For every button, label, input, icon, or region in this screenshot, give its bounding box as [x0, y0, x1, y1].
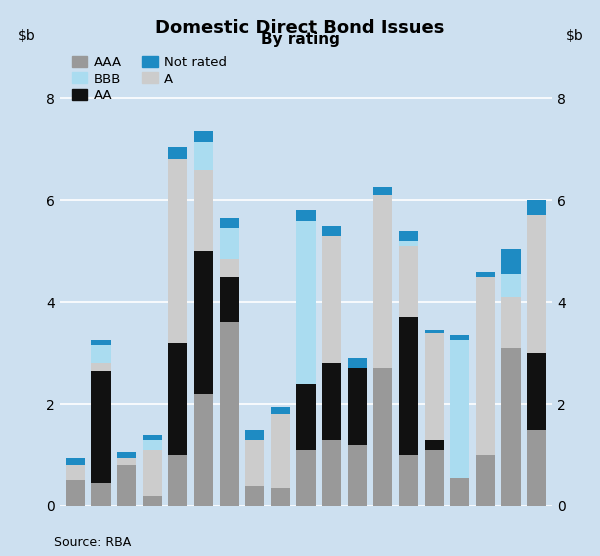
Bar [399, 246, 418, 317]
Bar [322, 236, 341, 363]
Bar [91, 345, 110, 363]
Bar [168, 455, 187, 506]
Bar [143, 435, 162, 440]
Bar [476, 271, 495, 277]
Bar [168, 160, 187, 343]
Bar [117, 458, 136, 465]
Text: $b: $b [18, 29, 36, 43]
Bar [194, 142, 213, 170]
Bar [194, 170, 213, 251]
Bar [399, 317, 418, 455]
Bar [143, 496, 162, 506]
Bar [527, 353, 546, 429]
Bar [194, 251, 213, 394]
Bar [476, 455, 495, 506]
Bar [66, 480, 85, 506]
Bar [450, 478, 469, 506]
Bar [527, 200, 546, 215]
Bar [66, 465, 85, 480]
Bar [271, 414, 290, 488]
Bar [220, 228, 239, 259]
Bar [194, 131, 213, 142]
Bar [373, 368, 392, 506]
Text: Source: RBA: Source: RBA [54, 537, 131, 549]
Bar [322, 226, 341, 236]
Bar [91, 483, 110, 506]
Bar [347, 445, 367, 506]
Bar [373, 187, 392, 195]
Bar [220, 218, 239, 228]
Bar [527, 429, 546, 506]
Bar [502, 297, 521, 348]
Text: $b: $b [566, 29, 584, 43]
Bar [220, 277, 239, 322]
Bar [322, 440, 341, 506]
Bar [527, 215, 546, 353]
Text: By rating: By rating [260, 32, 340, 47]
Bar [425, 332, 444, 440]
Bar [347, 358, 367, 368]
Bar [220, 322, 239, 506]
Bar [271, 406, 290, 414]
Bar [117, 453, 136, 458]
Bar [220, 259, 239, 277]
Bar [245, 440, 265, 485]
Bar [245, 429, 265, 440]
Bar [271, 488, 290, 506]
Text: Domestic Direct Bond Issues: Domestic Direct Bond Issues [155, 19, 445, 37]
Bar [296, 450, 316, 506]
Bar [425, 440, 444, 450]
Bar [450, 335, 469, 340]
Bar [194, 394, 213, 506]
Bar [245, 485, 265, 506]
Bar [425, 330, 444, 332]
Bar [399, 241, 418, 246]
Bar [502, 348, 521, 506]
Bar [347, 368, 367, 445]
Bar [399, 455, 418, 506]
Bar [168, 343, 187, 455]
Bar [296, 384, 316, 450]
Bar [502, 249, 521, 274]
Bar [502, 274, 521, 297]
Bar [425, 450, 444, 506]
Bar [117, 465, 136, 506]
Bar [399, 231, 418, 241]
Bar [66, 458, 85, 465]
Bar [91, 371, 110, 483]
Bar [476, 277, 495, 455]
Bar [91, 363, 110, 371]
Bar [296, 210, 316, 221]
Bar [168, 147, 187, 160]
Bar [91, 340, 110, 345]
Legend: AAA, BBB, AA, Not rated, A: AAA, BBB, AA, Not rated, A [71, 56, 227, 102]
Bar [373, 195, 392, 368]
Bar [450, 340, 469, 478]
Bar [143, 450, 162, 496]
Bar [322, 363, 341, 440]
Bar [143, 440, 162, 450]
Bar [296, 221, 316, 384]
